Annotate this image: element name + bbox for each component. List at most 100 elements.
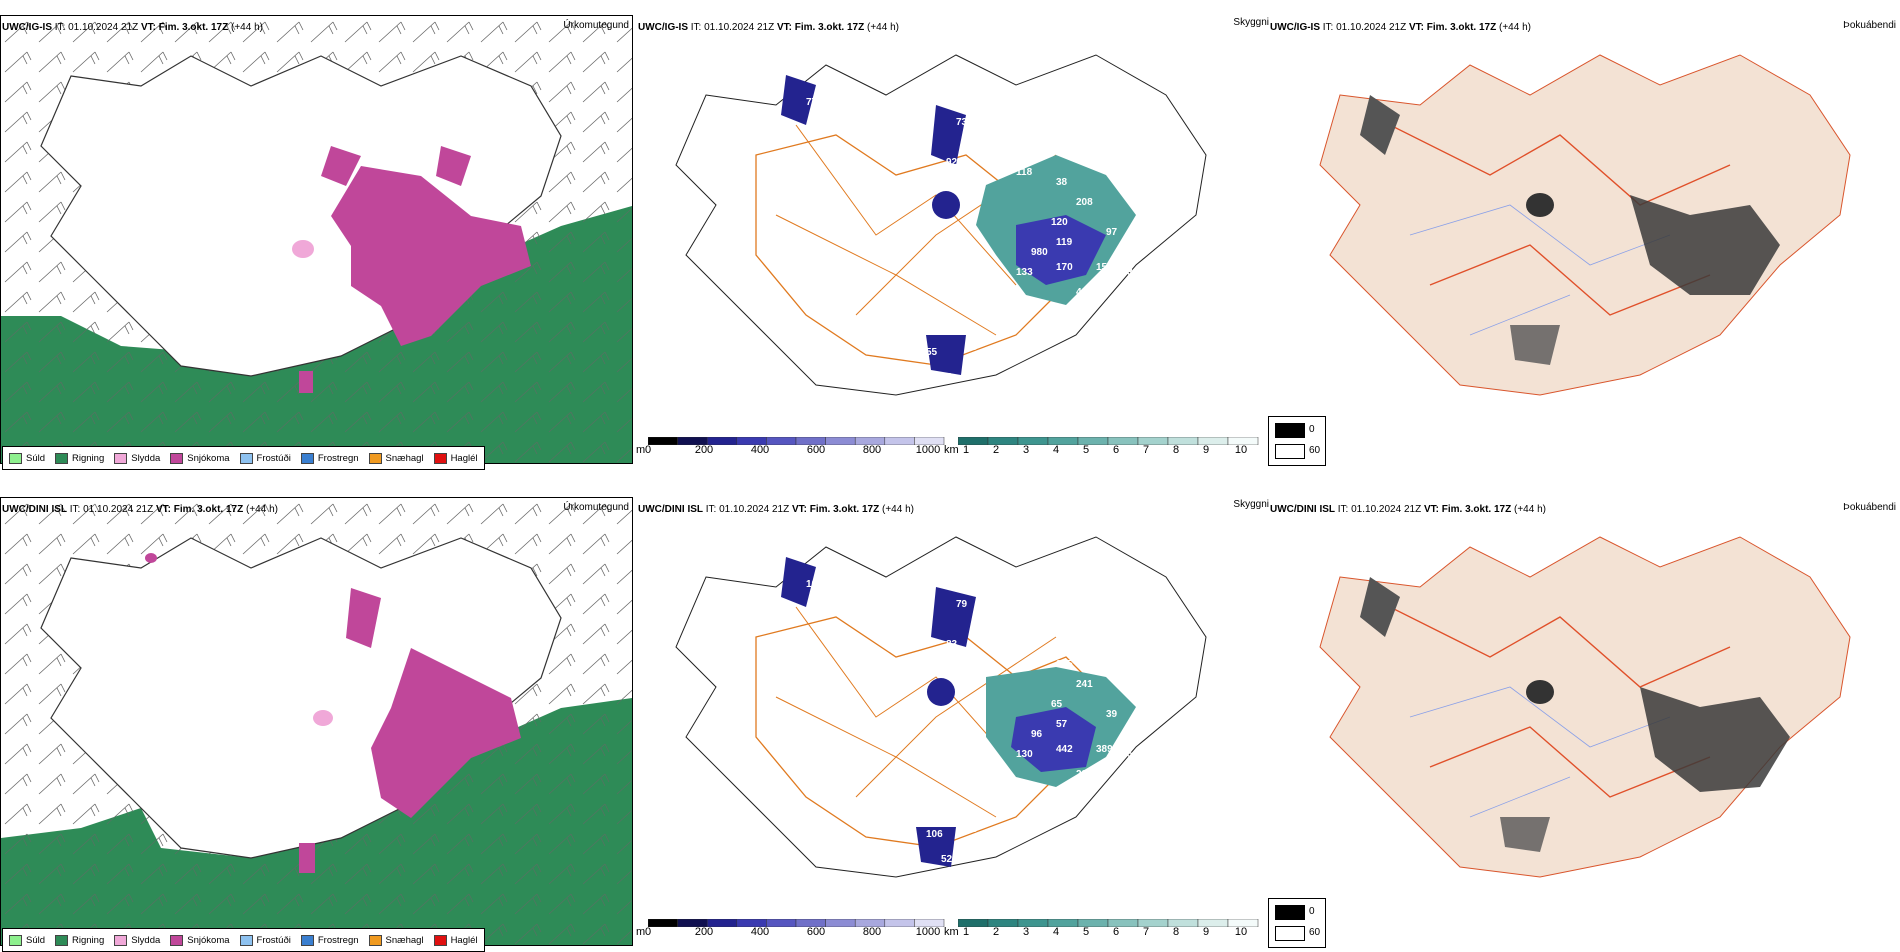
panel-title: UWC/DINI ISL IT: 01.10.2024 21Z VT: Fim.… <box>2 504 278 515</box>
fog-index-panel: UWC/DINI ISL IT: 01.10.2024 21Z VT: Fim.… <box>1268 482 1900 952</box>
colorbar-segment <box>884 919 915 927</box>
visibility-m-colorbar: m 0 200 400 600 800 1000 <box>636 437 945 456</box>
valid-label: VT: <box>1423 504 1439 515</box>
swatch <box>433 934 447 946</box>
visibility-value-label: 208 <box>1076 197 1093 208</box>
legend-label: Súld <box>26 452 46 464</box>
lead-time: (+44 h) <box>867 22 899 33</box>
init-time: 01.10.2024 21Z <box>68 22 139 33</box>
swatch <box>239 452 253 464</box>
swatch <box>55 452 69 464</box>
tick-label: 2 <box>992 926 1000 938</box>
swatch <box>300 934 314 946</box>
init-label: IT: <box>1337 504 1349 515</box>
valid-label: VT: <box>140 22 156 33</box>
visibility-value-label: 175 <box>1116 749 1133 760</box>
legend-item: Rigning <box>55 934 104 946</box>
visibility-value-label: 38 <box>1056 177 1068 188</box>
visibility-value-label: 106 <box>926 829 943 840</box>
precip-type-panel: UWC/IG-IS IT: 01.10.2024 21Z VT: Fim. 3.… <box>0 0 633 470</box>
valid-time: Fim. 3.okt. 17Z <box>794 22 865 33</box>
visibility-value-label: 10 <box>971 619 983 630</box>
legend-label: Haglél <box>450 452 478 464</box>
colorbar-segment <box>914 437 945 445</box>
colorbar-km-bar <box>958 437 1259 445</box>
legend-label: Súld <box>26 934 46 946</box>
visibility-value-label: 58 <box>941 372 953 383</box>
tick-label: 9 <box>1202 444 1210 456</box>
visibility-value-label: 65 <box>1051 699 1063 710</box>
init-time: 01.10.2024 21Z <box>1336 22 1407 33</box>
init-label: IT: <box>69 504 81 515</box>
model-name: UWC/IG-IS <box>638 22 688 33</box>
panel-name: Skyggni <box>1233 17 1269 28</box>
init-time: 01.10.2024 21Z <box>704 22 775 33</box>
visibility-value-label: 96 <box>1031 729 1043 740</box>
colorbar-unit: m <box>636 444 646 456</box>
visibility-value-label: 79 <box>956 599 968 610</box>
tick-label: 8 <box>1172 444 1180 456</box>
visibility-value-label: 163 <box>1116 267 1133 278</box>
visibility-value-label: 90 <box>1106 629 1118 640</box>
tick-label: 1000 <box>915 926 941 938</box>
tick-label: 600 <box>806 926 826 938</box>
swatch <box>114 934 128 946</box>
visibility-value-label: 127 <box>1126 277 1143 288</box>
tick-label: 9 <box>1202 926 1210 938</box>
visibility-value-label: 158 <box>1096 262 1113 273</box>
tick-label: 200 <box>694 444 714 456</box>
row-ig-is: UWC/IG-IS IT: 01.10.2024 21Z VT: Fim. 3.… <box>0 0 1900 470</box>
visibility-value-label: 77 <box>806 97 818 108</box>
legend-label: 0 <box>1309 424 1315 435</box>
valid-time: Fim. 3.okt. 17Z <box>1426 22 1497 33</box>
colorbar-segment <box>914 919 945 927</box>
tick-label: 800 <box>862 444 882 456</box>
colorbar-segment <box>1227 437 1259 445</box>
valid-time: Fim. 3.okt. 17Z <box>173 504 244 515</box>
tick-label: 7 <box>1142 926 1150 938</box>
legend-swatch <box>1275 423 1305 438</box>
visibility-value-label: 265 <box>1056 659 1073 670</box>
visibility-value-label: 442 <box>1056 744 1073 755</box>
colorbar-segment <box>884 437 915 445</box>
lead-time: (+44 h) <box>1514 504 1546 515</box>
colorbar-m-bar <box>648 437 945 445</box>
tick-label: 1 <box>962 444 970 456</box>
legend-label: Frostúði <box>256 934 291 946</box>
tick-label: 4 <box>1052 926 1060 938</box>
visibility-value-label: 83 <box>946 639 958 650</box>
colorbar-segment <box>766 919 797 927</box>
tick-label: 400 <box>750 926 770 938</box>
init-time: 01.10.2024 21Z <box>1351 504 1422 515</box>
visibility-value-label: 232 <box>1136 704 1153 715</box>
visibility-value-label: 73 <box>956 117 968 128</box>
legend-label: 0 <box>1309 906 1315 917</box>
swatch <box>300 452 314 464</box>
panel-title: UWC/DINI ISL IT: 01.10.2024 21Z VT: Fim.… <box>638 504 914 515</box>
colorbar-unit: m <box>636 926 646 938</box>
colorbar-km-bar <box>958 919 1259 927</box>
legend-item: Frostregn <box>300 934 359 946</box>
legend-item: Snjókoma <box>170 934 230 946</box>
valid-time: Fim. 3.okt. 17Z <box>1441 504 1512 515</box>
legend-item: Slydda <box>114 452 161 464</box>
visibility-value-label: 980 <box>1031 247 1048 258</box>
panel-title: UWC/IG-IS IT: 01.10.2024 21Z VT: Fim. 3.… <box>638 22 899 33</box>
visibility-m-colorbar: m 0 200 400 600 800 1000 <box>636 919 945 938</box>
fog-index-panel: UWC/IG-IS IT: 01.10.2024 21Z VT: Fim. 3.… <box>1268 0 1900 470</box>
model-name: UWC/DINI ISL <box>638 504 703 515</box>
precip-type-map <box>0 497 633 946</box>
colorbar-segment <box>1227 919 1259 927</box>
tick-label: 400 <box>750 444 770 456</box>
panel-title: UWC/IG-IS IT: 01.10.2024 21Z VT: Fim. 3.… <box>1270 22 1531 33</box>
lead-time: (+44 h) <box>882 504 914 515</box>
legend-item: Snæhagl <box>368 452 424 464</box>
visibility-value-label: 30 <box>1156 217 1168 228</box>
visibility-value-label: 97 <box>1106 227 1118 238</box>
tick-label: 5 <box>1082 444 1090 456</box>
visibility-value-label: 107 <box>806 579 823 590</box>
legend-label: Slydda <box>131 452 161 464</box>
